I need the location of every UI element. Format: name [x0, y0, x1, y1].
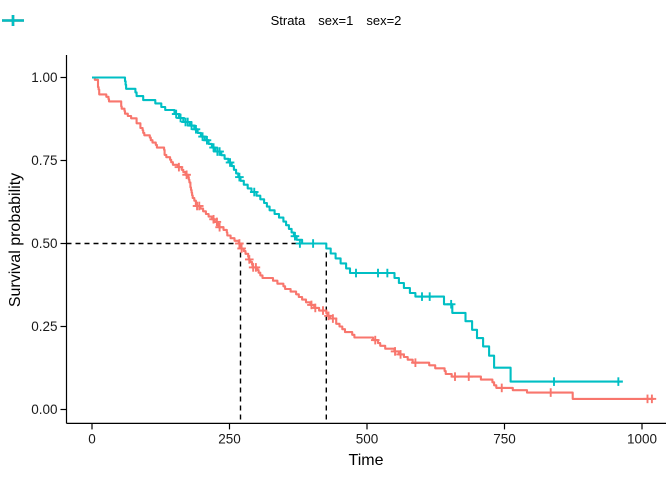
censor-marks-sex=1 [174, 162, 657, 404]
x-tick-label: 750 [493, 431, 516, 446]
legend-key-icon [2, 15, 24, 26]
km-curve-sex=2 [92, 76, 623, 383]
legend-title: Strata [270, 13, 306, 28]
x-tick-label: 250 [218, 431, 241, 446]
x-tick-label: 0 [88, 431, 96, 446]
x-tick-label: 1000 [627, 431, 657, 446]
km-curve-sex=1 [92, 76, 655, 400]
y-tick-label: 0.75 [31, 153, 57, 168]
legend-item-sex-2: sex=2 [2, 13, 402, 28]
legend-item-label: sex=1 [318, 13, 354, 28]
y-tick-label: 0.50 [31, 236, 57, 251]
y-axis-title: Survival probability [7, 172, 24, 308]
y-tick-label: 1.00 [31, 70, 57, 85]
legend: Strata sex=1 sex=2 [0, 13, 672, 28]
legend-item-label: sex=2 [366, 13, 402, 28]
y-tick-label: 0.00 [31, 402, 57, 417]
x-axis-title: Time [348, 452, 384, 469]
x-tick-label: 500 [356, 431, 379, 446]
legend-item-sex-1: sex=1 [2, 13, 354, 28]
y-tick-label: 0.25 [31, 319, 57, 334]
censor-marks-sex=2 [171, 109, 623, 386]
